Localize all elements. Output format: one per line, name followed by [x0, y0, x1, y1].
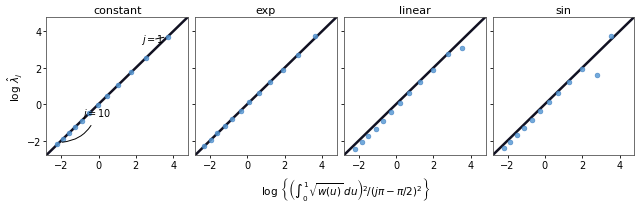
Text: log $\left\{\left(\int_0^1 \sqrt{w(u)}\,du\right)^{\!2}/(j\pi - \pi/2)^2\right\}: log $\left\{\left(\int_0^1 \sqrt{w(u)}\,…	[261, 175, 430, 202]
Title: constant: constant	[93, 5, 141, 16]
Point	[141, 57, 151, 60]
Point	[356, 141, 367, 144]
Point	[499, 147, 509, 150]
Point	[264, 81, 275, 84]
Text: $j = 10$: $j = 10$	[62, 107, 111, 143]
Point	[535, 110, 545, 113]
Point	[244, 101, 254, 104]
Point	[199, 145, 209, 148]
Y-axis label: log $\hat{\lambda}_j$: log $\hat{\lambda}_j$	[6, 72, 24, 101]
Point	[310, 35, 321, 38]
Point	[457, 47, 467, 50]
Point	[395, 102, 405, 105]
Point	[606, 35, 616, 38]
Point	[253, 92, 264, 95]
Point	[527, 119, 537, 122]
Point	[52, 143, 63, 146]
Title: sin: sin	[556, 5, 572, 16]
Point	[444, 53, 454, 56]
Point	[378, 120, 388, 123]
Point	[564, 81, 574, 84]
Point	[63, 132, 74, 135]
Point	[371, 127, 381, 131]
Point	[77, 119, 87, 123]
Title: exp: exp	[256, 5, 276, 16]
Point	[70, 126, 80, 129]
Point	[220, 125, 230, 128]
Point	[592, 74, 602, 77]
Point	[163, 36, 173, 39]
Point	[543, 101, 554, 104]
Point	[206, 138, 216, 142]
Point	[102, 95, 112, 98]
Point	[512, 134, 522, 137]
Point	[350, 147, 360, 151]
Point	[415, 81, 426, 84]
Point	[387, 111, 397, 115]
Point	[113, 84, 124, 87]
Point	[236, 109, 246, 113]
Point	[212, 132, 223, 135]
Point	[92, 104, 102, 107]
Text: $j = 1$: $j = 1$	[141, 33, 164, 47]
Title: linear: linear	[399, 5, 431, 16]
Point	[126, 71, 136, 75]
Point	[428, 69, 438, 72]
Point	[363, 135, 373, 138]
Point	[292, 54, 303, 57]
Point	[519, 127, 529, 130]
Point	[553, 92, 563, 95]
Point	[577, 68, 588, 72]
Point	[84, 112, 94, 115]
Point	[278, 69, 288, 72]
Point	[404, 92, 414, 95]
Point	[505, 140, 515, 143]
Point	[58, 138, 68, 141]
Point	[227, 118, 237, 121]
